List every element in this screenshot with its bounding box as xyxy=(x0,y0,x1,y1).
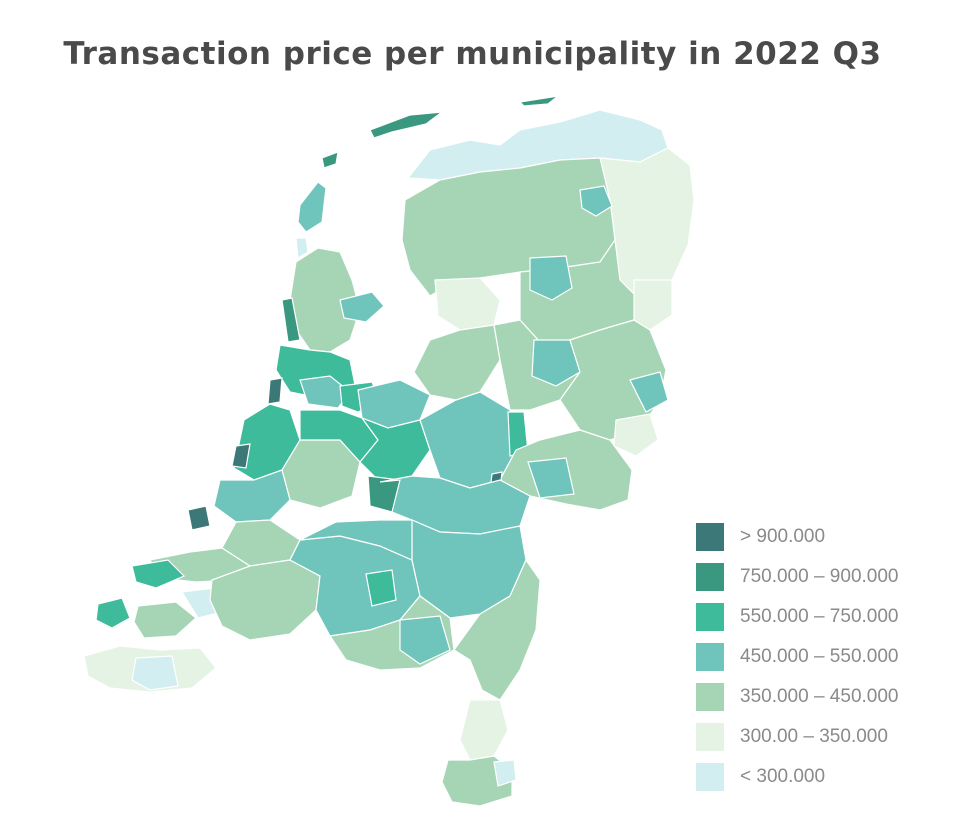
legend-label: < 300.000 xyxy=(740,766,826,787)
region-brabant-west xyxy=(209,559,321,641)
legend-label: 300.00 – 350.000 xyxy=(740,726,888,747)
texel-region xyxy=(297,181,327,233)
region-twente-border xyxy=(629,371,669,413)
region-utrecht-east xyxy=(359,416,431,483)
map-title: Transaction price per municipality in 20… xyxy=(63,36,882,72)
region-brabant-north xyxy=(299,519,413,561)
municipality-regions xyxy=(83,109,695,807)
den-helder-tip xyxy=(295,237,309,260)
region-groningen-city xyxy=(579,185,613,217)
legend-item: 550.000 – 750.000 xyxy=(696,597,899,637)
region-assen xyxy=(529,255,573,301)
legend-item: 300.00 – 350.000 xyxy=(696,717,899,757)
region-goeree xyxy=(187,505,211,531)
region-vaals xyxy=(493,759,517,787)
terschelling-region xyxy=(369,111,445,139)
legend-swatch xyxy=(696,523,724,551)
map-legend: > 900.000 750.000 – 900.000 550.000 – 75… xyxy=(696,517,899,797)
region-zuid-beveland xyxy=(133,601,197,639)
region-schouwen xyxy=(131,559,186,589)
legend-label: 550.000 – 750.000 xyxy=(740,606,899,627)
region-wassenaar xyxy=(231,443,251,469)
wadden-islands xyxy=(295,95,561,260)
region-zuid-holland-inland xyxy=(281,439,361,509)
legend-item: < 300.000 xyxy=(696,757,899,797)
legend-item: 450.000 – 550.000 xyxy=(696,637,899,677)
region-brabant-mid-gold xyxy=(365,569,397,607)
legend-label: 750.000 – 900.000 xyxy=(740,566,899,587)
legend-label: 350.000 – 450.000 xyxy=(740,686,899,707)
legend-label: > 900.000 xyxy=(740,526,826,547)
legend-swatch xyxy=(696,723,724,751)
legend-swatch xyxy=(696,683,724,711)
region-terneuzen xyxy=(131,655,179,691)
region-zutphen xyxy=(527,457,575,499)
legend-item: 350.000 – 450.000 xyxy=(696,677,899,717)
legend-swatch xyxy=(696,563,724,591)
region-limburg-mid xyxy=(459,699,509,761)
legend-swatch xyxy=(696,643,724,671)
legend-swatch xyxy=(696,763,724,791)
region-eindhoven xyxy=(399,615,451,665)
region-enschede xyxy=(613,413,659,457)
ameland-region xyxy=(518,95,561,107)
region-walcheren xyxy=(95,597,131,629)
region-friesland-south xyxy=(434,277,501,331)
legend-swatch xyxy=(696,603,724,631)
region-coastal-strip xyxy=(281,297,301,343)
region-noord-holland-mid xyxy=(339,291,385,323)
region-drenthe-east xyxy=(633,279,673,331)
legend-item: > 900.000 xyxy=(696,517,899,557)
legend-label: 450.000 – 550.000 xyxy=(740,646,899,667)
region-rotterdam-area xyxy=(213,469,291,523)
region-zandvoort xyxy=(267,377,283,405)
region-flevoland xyxy=(413,324,501,401)
vlieland-region xyxy=(321,151,339,169)
legend-item: 750.000 – 900.000 xyxy=(696,557,899,597)
region-zwolle xyxy=(531,339,581,387)
region-limburg-north xyxy=(453,558,541,701)
